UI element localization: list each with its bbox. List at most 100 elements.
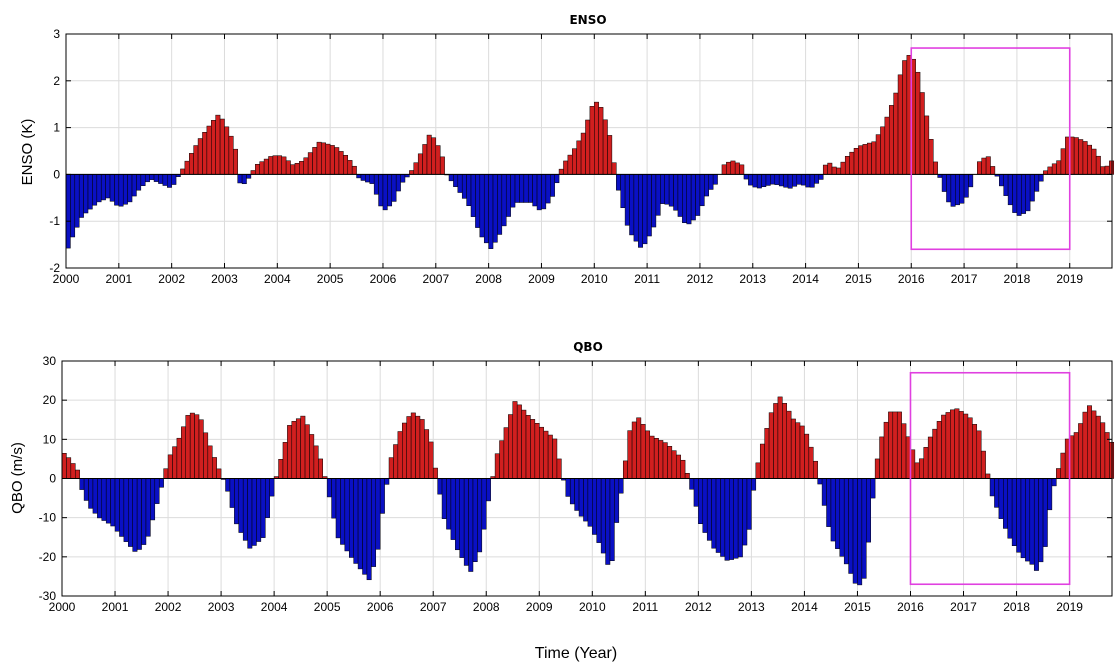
qbo-bar-negative — [1007, 478, 1013, 539]
enso-bar-positive — [215, 114, 221, 175]
qbo-bar-negative — [737, 478, 743, 558]
qbo-bar-positive — [923, 447, 929, 479]
enso-bar-positive — [928, 139, 934, 175]
enso-bar-positive — [1100, 166, 1106, 175]
enso-bar-negative — [457, 174, 463, 193]
qbo-bar-negative — [234, 478, 240, 525]
enso-bar-positive — [1051, 163, 1057, 175]
qbo-bar-negative — [362, 478, 368, 575]
enso-bar-negative — [796, 174, 802, 185]
enso-bar-positive — [871, 141, 877, 175]
qbo-bar-positive — [874, 458, 880, 479]
qbo-title: QBO — [573, 340, 603, 354]
qbo-bar-positive — [499, 440, 505, 479]
qbo-bar-negative — [698, 478, 704, 525]
enso-bar-negative — [171, 174, 177, 185]
qbo-bar-negative — [437, 478, 443, 495]
enso-bar-positive — [422, 144, 428, 175]
qbo-bar-negative — [1051, 478, 1057, 487]
qbo-bar-positive — [649, 435, 655, 479]
enso-bar-positive — [598, 107, 604, 175]
enso-bar-negative — [400, 174, 406, 183]
enso-bar-positive — [1043, 170, 1048, 175]
enso-bar-negative — [118, 174, 124, 207]
enso-bar-positive — [1060, 148, 1066, 175]
qbo-bar-positive — [790, 418, 796, 479]
enso-bar-positive — [977, 161, 982, 175]
qbo-bar-positive — [914, 462, 920, 479]
qbo-bar-negative — [105, 478, 111, 524]
qbo-bar-positive — [530, 419, 536, 479]
enso-bar-positive — [602, 119, 608, 175]
enso-bar-negative — [475, 174, 481, 228]
qbo-bar-positive — [755, 462, 761, 479]
qbo-bar-negative — [463, 478, 469, 566]
qbo-xtick-label: 2009 — [526, 600, 553, 614]
qbo-bar-positive — [976, 430, 982, 479]
enso-bar-negative — [83, 174, 89, 214]
enso-bar-negative — [955, 174, 960, 206]
enso-bar-negative — [1021, 174, 1026, 214]
enso-bar-negative — [65, 174, 71, 249]
qbo-bar-positive — [1060, 452, 1066, 479]
qbo-bar-positive — [945, 412, 951, 479]
qbo-bar-negative — [614, 478, 620, 523]
qbo-bar-positive — [393, 444, 399, 479]
enso-bar-negative — [1007, 174, 1013, 206]
qbo-ytick-label: 0 — [49, 472, 56, 486]
qbo-bar-negative — [242, 478, 248, 541]
qbo-bar-negative — [88, 478, 94, 509]
enso-bar-positive — [827, 162, 833, 175]
enso-bar-negative — [787, 174, 793, 189]
enso-bar-negative — [470, 174, 476, 217]
enso-bar-negative — [620, 174, 626, 208]
qbo-bar-negative — [861, 478, 867, 579]
enso-bar-positive — [915, 71, 921, 175]
enso-bar-negative — [144, 174, 150, 183]
qbo-bar-negative — [123, 478, 129, 542]
enso-bar-negative — [704, 174, 709, 197]
enso-bar-negative — [752, 174, 758, 188]
enso-xtick-label: 2001 — [105, 272, 132, 286]
enso-bar-positive — [439, 156, 445, 175]
enso-bar-positive — [255, 164, 260, 175]
qbo-bar-negative — [331, 478, 337, 519]
enso-bar-negative — [748, 174, 754, 186]
qbo-bar-positive — [419, 419, 425, 479]
enso-bar-negative — [378, 174, 384, 207]
enso-bar-negative — [162, 174, 168, 186]
qbo-bar-positive — [291, 421, 297, 479]
qbo-bar-negative — [1038, 478, 1044, 563]
enso-bar-negative — [756, 174, 762, 189]
enso-bar-negative — [483, 174, 489, 244]
qbo-xtick-label: 2019 — [1056, 600, 1083, 614]
enso-xtick-label: 2018 — [1004, 272, 1031, 286]
qbo-bar-negative — [583, 478, 589, 522]
qbo-bar-negative — [92, 478, 98, 514]
enso-bar-positive — [268, 156, 274, 175]
enso-bar-positive — [888, 105, 894, 175]
enso-bar-negative — [391, 174, 397, 202]
qbo-ytick-label: 30 — [43, 354, 57, 368]
qbo-bar-positive — [658, 440, 664, 479]
enso-bar-positive — [558, 168, 564, 175]
enso-bar-positive — [580, 132, 586, 175]
enso-bar-positive — [981, 157, 987, 175]
qbo-bar-negative — [998, 478, 1004, 519]
qbo-bar-positive — [402, 422, 407, 479]
qbo-bar-positive — [176, 437, 182, 479]
enso-bars — [65, 55, 1115, 249]
enso-bar-negative — [765, 174, 771, 186]
qbo-bar-negative — [1016, 478, 1022, 553]
qbo-bar-positive — [879, 436, 885, 479]
enso-bar-positive — [329, 145, 335, 175]
enso-bar-positive — [726, 161, 732, 175]
qbo-bar-positive — [207, 445, 213, 479]
qbo-bar-positive — [972, 424, 978, 479]
enso-bar-positive — [902, 60, 908, 175]
qbo-bar-negative — [587, 478, 593, 527]
qbo-bar-positive — [980, 450, 986, 479]
qbo-bar-positive — [640, 424, 646, 479]
enso-bar-positive — [189, 153, 194, 175]
